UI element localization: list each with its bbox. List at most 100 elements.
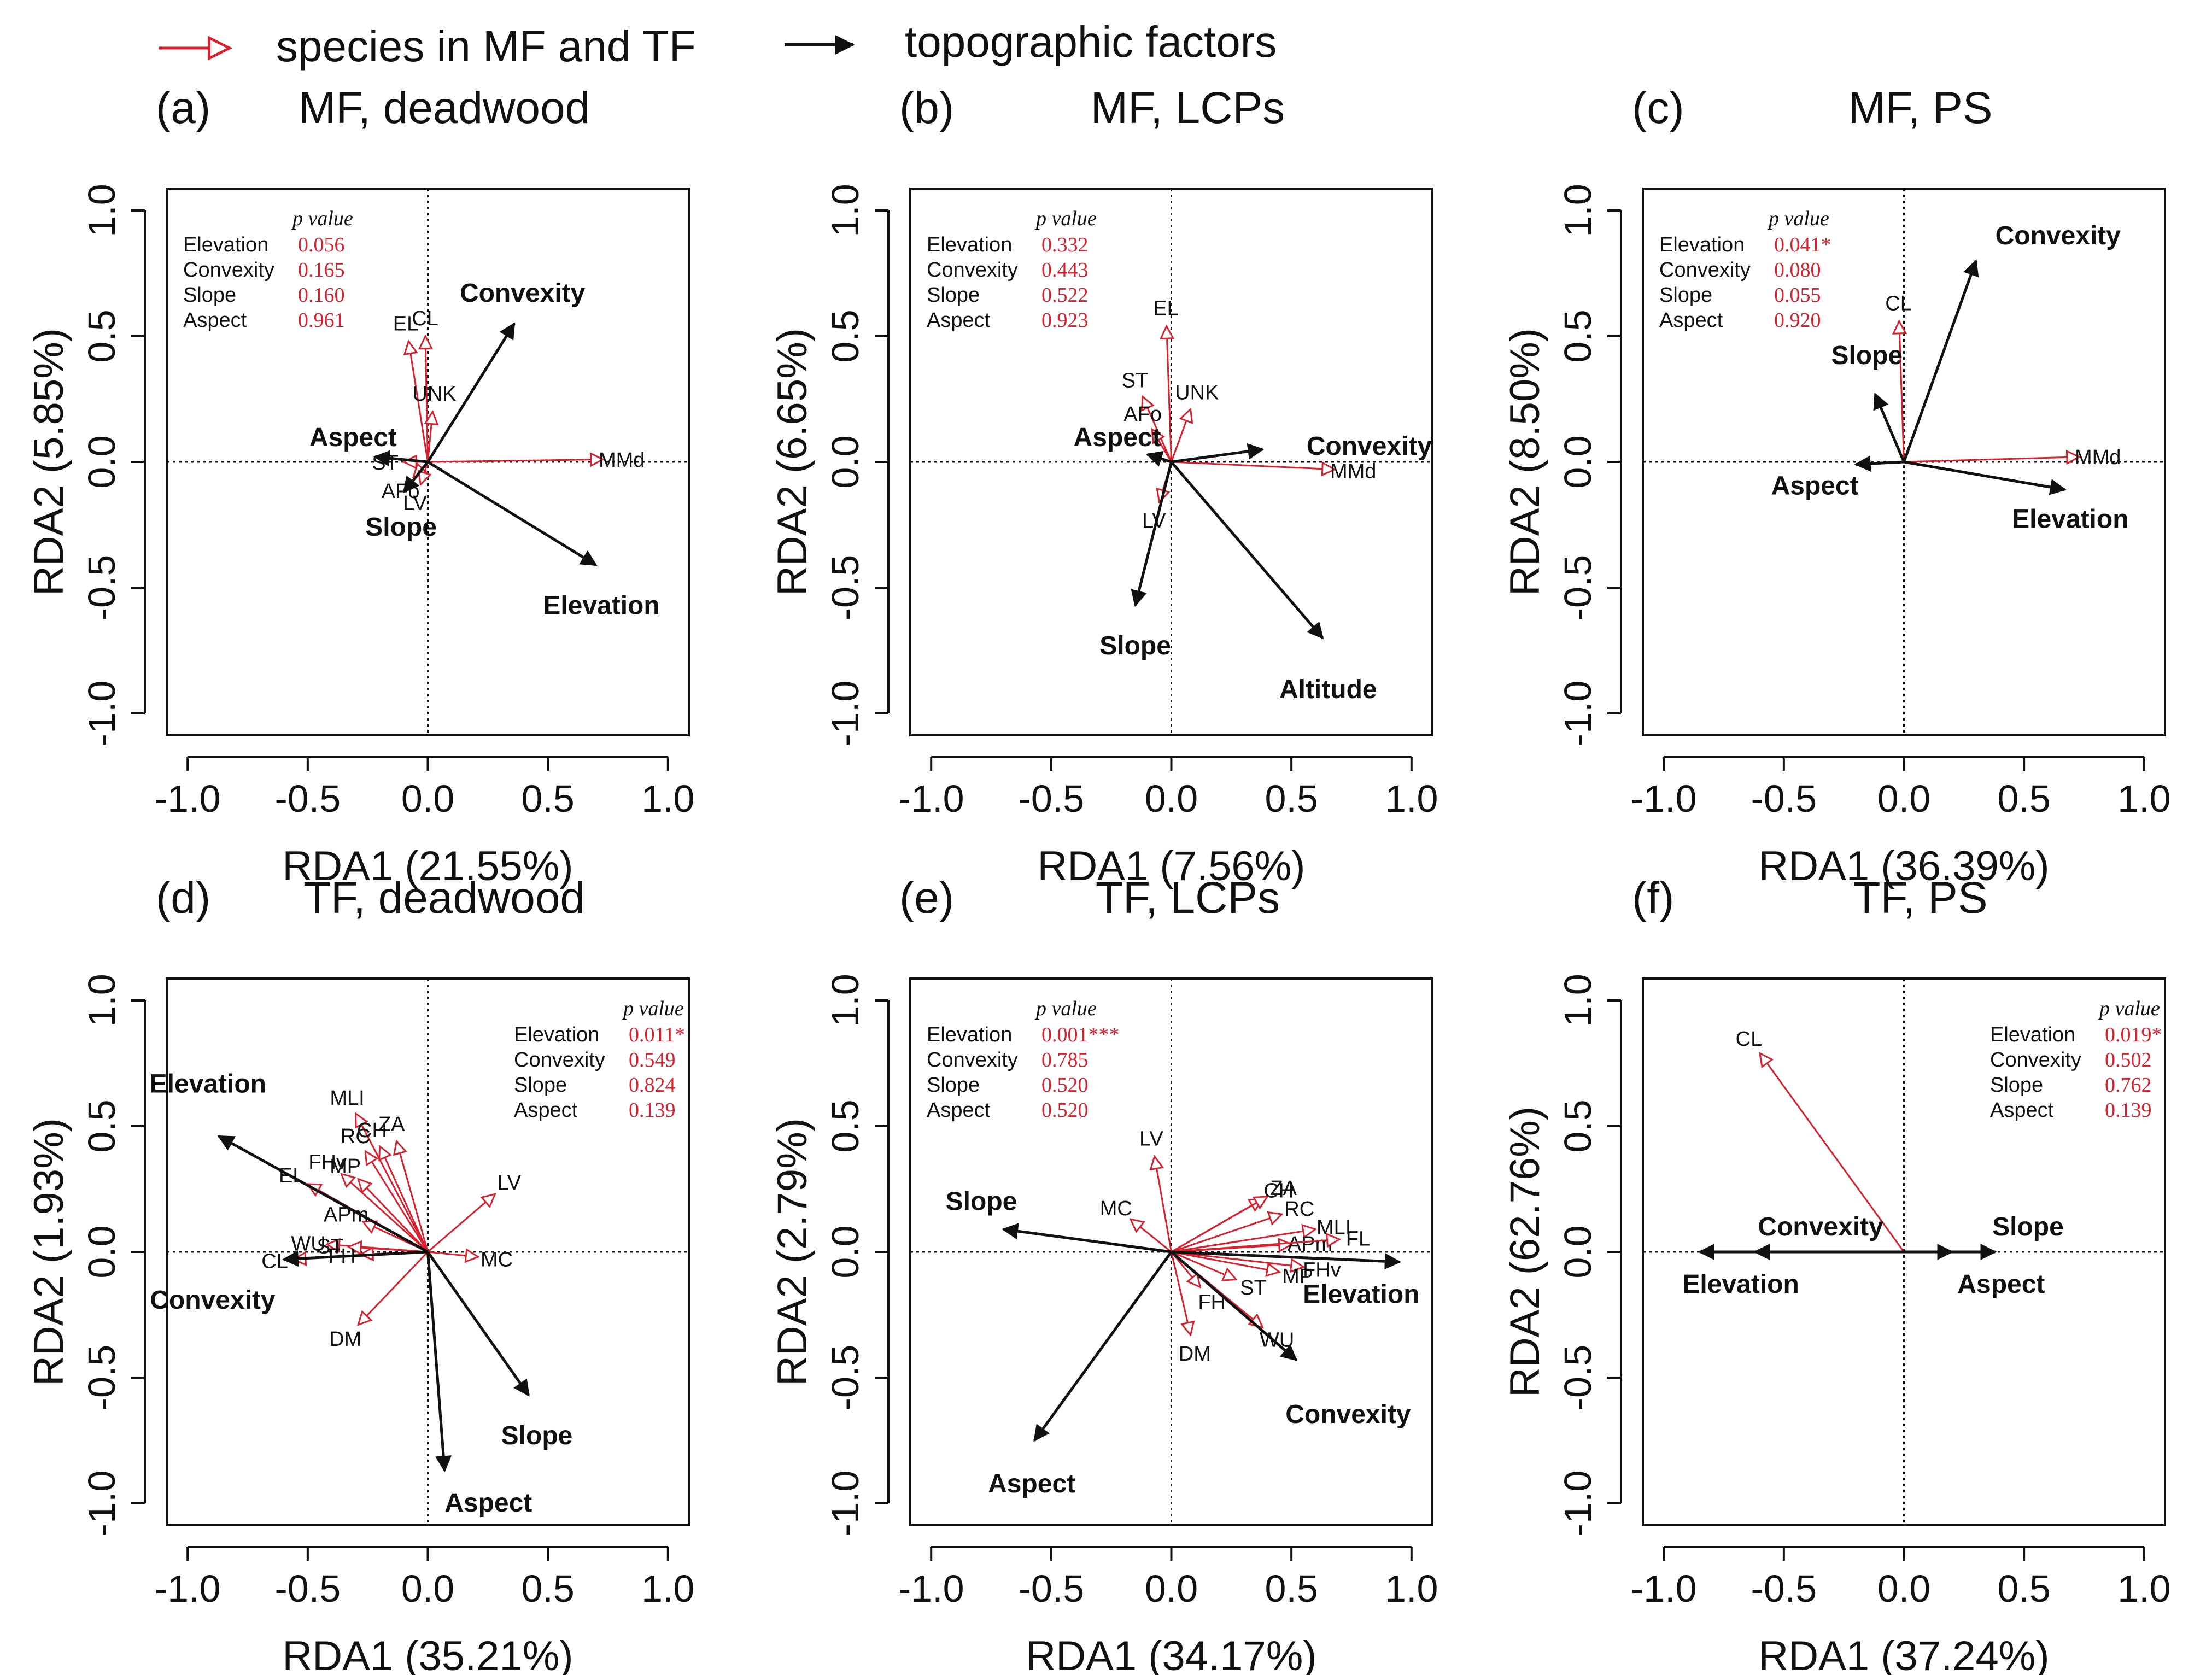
- topo-label: Elevation: [1682, 1270, 1799, 1299]
- y-tick-label: -1.0: [824, 681, 867, 747]
- species-label: DM: [1179, 1343, 1211, 1366]
- pvalue-header: p value: [291, 207, 353, 230]
- pvalue-value: 0.520: [1041, 1074, 1089, 1097]
- x-tick-label: -1.0: [155, 777, 221, 820]
- topo-arrow-slope: [426, 1251, 530, 1397]
- panel-title: MF, LCPs: [1091, 83, 1285, 133]
- x-tick-label: -0.5: [1751, 1567, 1817, 1610]
- y-tick-label: 0.0: [824, 1225, 867, 1278]
- topo-label: Slope: [1992, 1213, 2064, 1241]
- pvalue-factor: Convexity: [514, 1049, 605, 1071]
- species-arrow-cl: [1760, 1053, 1905, 1252]
- pvalue-value: 0.160: [298, 284, 345, 307]
- species-arrow-lv: [420, 461, 428, 484]
- x-tick-label: 0.5: [521, 777, 574, 820]
- topo-arrow-aspect: [1033, 1251, 1173, 1442]
- species-arrow-cl: [1899, 321, 1904, 462]
- pvalue-value: 0.549: [629, 1049, 676, 1071]
- pvalue-factor: Convexity: [927, 259, 1018, 282]
- pvalue-value: 0.055: [1774, 284, 1821, 307]
- topo-arrow-slope: [402, 461, 429, 494]
- species-arrow-lv: [427, 1194, 495, 1253]
- species-label: CL: [1736, 1028, 1763, 1051]
- legend: species in MF and TF topographic factors: [159, 17, 1277, 71]
- species-arrow-unk: [1171, 409, 1191, 462]
- species-arrow-mp: [358, 1179, 429, 1253]
- species-arrow-fhv: [341, 1174, 429, 1253]
- species-arrow-mmd: [1171, 461, 1335, 470]
- y-axis-label: RDA2 (8.50%): [1502, 328, 1548, 596]
- x-tick-label: -1.0: [898, 777, 964, 820]
- topo-arrow-elevation: [217, 1135, 429, 1254]
- panel-title: TF, PS: [1853, 873, 1987, 923]
- pvalue-factor: Slope: [1990, 1074, 2043, 1097]
- y-tick-label: 1.0: [1556, 974, 1599, 1027]
- pvalue-header: p value: [1034, 997, 1097, 1020]
- pvalue-value: 0.443: [1041, 259, 1089, 282]
- pvalue-value: 0.001***: [1041, 1023, 1120, 1046]
- pvalue-factor: Convexity: [1659, 259, 1751, 282]
- pvalue-value: 0.502: [2105, 1049, 2152, 1071]
- x-tick-label: 0.0: [1145, 777, 1198, 820]
- y-tick-label: -0.5: [80, 555, 123, 621]
- topo-label: Aspect: [309, 423, 397, 452]
- topo-arrow-convexity: [426, 322, 516, 463]
- y-tick-label: 0.5: [824, 309, 867, 362]
- legend-topo-label: topographic factors: [905, 17, 1277, 66]
- x-tick-label: 1.0: [1385, 1567, 1438, 1610]
- x-tick-label: 1.0: [2117, 777, 2170, 820]
- species-arrow-ch: [380, 1146, 429, 1252]
- topo-label: Slope: [501, 1421, 573, 1450]
- topo-arrow-convexity: [1170, 1251, 1298, 1361]
- y-tick-label: 0.5: [80, 309, 123, 362]
- topo-label: Slope: [365, 513, 437, 542]
- species-label: CL: [1885, 292, 1912, 315]
- species-arrow-el: [408, 341, 429, 462]
- species-arrow-rc: [365, 1151, 429, 1252]
- panel-letter: (e): [899, 873, 954, 923]
- pvalue-header: p value: [2098, 997, 2160, 1020]
- species-label: MMd: [1330, 460, 1376, 483]
- topo-arrow-elevation: [1171, 1250, 1401, 1270]
- topo-label: Convexity: [1285, 1400, 1411, 1429]
- y-tick-label: 1.0: [80, 184, 123, 237]
- species-arrow-mmd: [1904, 457, 2080, 462]
- topo-label: Convexity: [1758, 1213, 1883, 1241]
- x-axis-label: RDA1 (21.55%): [282, 843, 573, 889]
- pvalue-value: 0.785: [1041, 1049, 1089, 1071]
- y-tick-label: 0.0: [80, 435, 123, 488]
- x-tick-label: 0.0: [1877, 1567, 1930, 1610]
- panel-e: -1.0 -0.5 0.0 0.5 1.0 RDA1 (34.17%) -1.0 -0.5 0.…: [769, 873, 1438, 1675]
- species-arrow-fhv: [1171, 1251, 1304, 1267]
- species-label: CH: [357, 1119, 387, 1142]
- pvalue-value: 0.019*: [2105, 1023, 2162, 1046]
- topo-arrow-altitude: [1170, 461, 1324, 640]
- species-label: LV: [1139, 1128, 1163, 1151]
- panel-title: MF, deadwood: [299, 83, 590, 133]
- pvalue-factor: Aspect: [927, 309, 991, 332]
- x-tick-label: -1.0: [155, 1567, 221, 1610]
- species-label: UNK: [1175, 381, 1219, 404]
- topo-arrow-slope: [1131, 461, 1173, 607]
- y-axis-label: RDA2 (2.79%): [769, 1118, 816, 1386]
- x-axis-label: RDA1 (36.39%): [1758, 843, 2049, 889]
- y-axis-label: RDA2 (5.85%): [26, 328, 72, 596]
- topo-label: Aspect: [988, 1469, 1075, 1498]
- topo-label: Slope: [1831, 341, 1903, 370]
- x-tick-label: -0.5: [275, 1567, 341, 1610]
- topo-label: Elevation: [150, 1069, 266, 1098]
- topo-arrow-elevation: [427, 460, 598, 566]
- species-arrow-unk: [428, 412, 433, 462]
- species-arrow-fl: [1171, 1239, 1340, 1253]
- y-tick-label: -1.0: [824, 1471, 867, 1537]
- y-tick-label: 0.0: [1556, 1225, 1599, 1278]
- topo-arrow-aspect: [426, 1251, 452, 1473]
- topo-label: Elevation: [2012, 505, 2128, 534]
- panel-c: -1.0 -0.5 0.0 0.5 1.0 RDA1 (36.39%) -1.0 -0.5 0.…: [1502, 83, 2170, 889]
- species-label: ST: [317, 1235, 343, 1258]
- topo-label: Aspect: [1957, 1270, 2045, 1299]
- x-tick-label: 1.0: [2117, 1567, 2170, 1610]
- species-arrow-mli: [356, 1114, 429, 1252]
- x-tick-label: 0.5: [1265, 777, 1318, 820]
- panel-title: TF, LCPs: [1096, 873, 1280, 923]
